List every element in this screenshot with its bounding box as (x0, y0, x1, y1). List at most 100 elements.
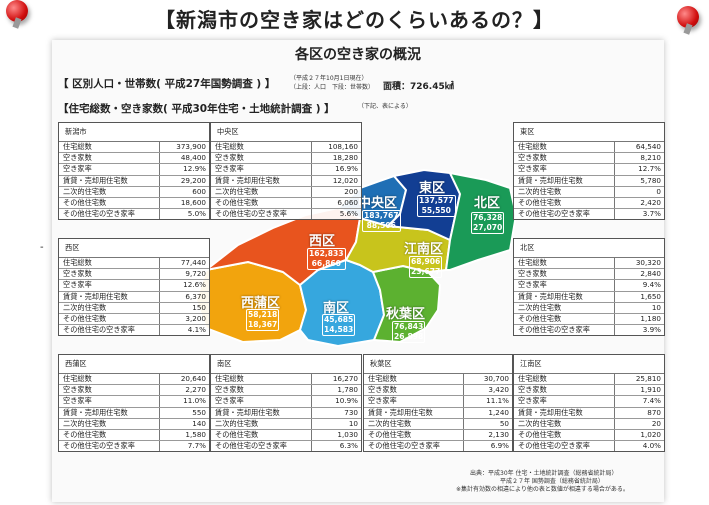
table-title: 江南区 (514, 355, 664, 374)
table-title: 東区 (514, 123, 664, 142)
ward-higashi (387, 169, 461, 241)
row-value: 1,020 (640, 429, 661, 439)
row-label: 空き家数 (518, 385, 547, 395)
row-value: 5.6% (339, 209, 358, 219)
row-label: 空き家数 (63, 385, 92, 395)
map-label-higashi: 東区 (419, 181, 446, 196)
table-row: 住宅総数 25,810 (514, 374, 664, 386)
table-row: その他住宅数 1,180 (514, 313, 664, 326)
map-figures-akiha: 76,843 26,898 (392, 321, 426, 343)
row-value: 50 (499, 418, 509, 428)
table-row: 二次的住宅数 50 (364, 418, 512, 430)
row-value: 10.9% (335, 396, 358, 406)
row-label: 空き家率 (63, 164, 92, 174)
row-value: 0 (656, 186, 661, 196)
row-value: 1,180 (640, 313, 661, 323)
table-row: 空き家率 12.6% (59, 280, 209, 292)
row-label: 住宅総数 (215, 374, 244, 383)
row-value: 29,200 (180, 175, 206, 185)
ward-map (195, 169, 517, 347)
table-row: その他住宅の空き家率 7.7% (59, 441, 209, 452)
row-value: 18,600 (180, 197, 206, 207)
table-row: その他住宅の空き家率 3.7% (514, 209, 664, 220)
table-title: 南区 (211, 355, 361, 374)
table-row: 二次的住宅数 0 (514, 186, 664, 198)
table-title: 秋葉区 (364, 355, 512, 374)
table-row: 賃貸・売却用住宅数 870 (514, 407, 664, 419)
map-figures-nishikan: 58,218 18,367 (246, 309, 280, 331)
row-value: 108,160 (328, 142, 358, 151)
row-label: その他住宅数 (518, 197, 562, 207)
row-label: 二次的住宅数 (518, 186, 562, 196)
map-figures-nishi: 162,833 66,860 (307, 248, 346, 270)
row-label: 賃貸・売却用住宅数 (63, 291, 128, 301)
row-value: 870 (647, 407, 661, 417)
table-row: 住宅総数 16,270 (211, 374, 361, 386)
row-label: 空き家数 (518, 269, 547, 279)
table-kita-ward: 北区 住宅総数 30,320 空き家数 2,840 空き家率 9.4% 賃貸・売却用住宅数 1,… (513, 238, 665, 337)
row-label: 空き家数 (368, 385, 397, 395)
row-value: 11.0% (183, 396, 206, 406)
row-label: その他住宅の空き家率 (518, 441, 590, 451)
row-value: 12,020 (332, 175, 358, 185)
row-label: その他住宅の空き家率 (518, 325, 590, 335)
table-row: その他住宅の空き家率 5.6% (211, 209, 361, 220)
population-heading: 【 区別人口・世帯数( 平成27年国勢調査 ) 】 (58, 78, 276, 90)
row-label: 住宅総数 (215, 142, 244, 151)
table-row: 空き家数 2,840 (514, 269, 664, 281)
table-row: 二次的住宅数 200 (211, 186, 361, 198)
table-row: 空き家率 16.9% (211, 164, 361, 176)
area-label: 面積：726.45㎢ (383, 82, 454, 92)
table-row: 空き家数 1,780 (211, 385, 361, 397)
row-value: 30,700 (483, 374, 509, 383)
population-note-legend: （上段：人口 下段：世帯数） (290, 84, 375, 91)
table-row: その他住宅の空き家率 4.0% (514, 441, 664, 452)
row-value: 1,780 (337, 385, 358, 395)
row-value: 12.9% (183, 164, 206, 174)
pushpin-icon (6, 0, 28, 22)
row-label: 住宅総数 (368, 374, 397, 383)
row-label: その他住宅の空き家率 (63, 441, 135, 451)
row-label: 住宅総数 (63, 258, 92, 267)
row-value: 2,840 (640, 269, 661, 279)
row-value: 12.6% (183, 280, 206, 290)
row-value: 6,370 (185, 291, 206, 301)
row-label: その他住宅の空き家率 (63, 209, 135, 219)
table-row: その他住宅の空き家率 5.0% (59, 209, 209, 220)
table-row: その他住宅の空き家率 3.9% (514, 325, 664, 336)
map-label-minami: 南区 (323, 301, 350, 316)
table-row: その他住宅数 1,020 (514, 429, 664, 442)
row-value: 3.9% (642, 325, 661, 335)
table-row: 賃貸・売却用住宅数 550 (59, 407, 209, 419)
table-chuo-ward: 中央区 住宅総数 108,160 空き家数 18,280 空き家率 16.9% 賃貸・売却用住… (210, 122, 362, 221)
row-label: 空き家率 (215, 396, 244, 406)
row-label: 空き家率 (63, 396, 92, 406)
pushpin-icon (677, 6, 699, 28)
housing-note: （下記、表による） (358, 103, 412, 110)
row-label: その他住宅数 (368, 429, 412, 439)
row-value: 9,720 (185, 269, 206, 279)
table-row: 賃貸・売却用住宅数 5,780 (514, 175, 664, 187)
table-row: 住宅総数 30,320 (514, 258, 664, 270)
table-title: 西蒲区 (59, 355, 209, 374)
row-label: その他住宅数 (63, 313, 107, 323)
table-row: 賃貸・売却用住宅数 6,370 (59, 291, 209, 303)
housing-heading: 【住宅総数・空き家数( 平成30年住宅・土地統計調査 ) 】 (58, 103, 335, 115)
row-value: 7.7% (187, 441, 206, 451)
row-value: 200 (344, 186, 358, 196)
row-label: その他住宅数 (63, 197, 107, 207)
map-label-nishi: 西区 (309, 234, 336, 249)
table-higashi-ward: 東区 住宅総数 64,540 空き家数 8,210 空き家率 12.7% 賃貸・売却用住宅数 5… (513, 122, 665, 221)
row-value: 1,910 (640, 385, 661, 395)
source-line: 平成２７年 国勢調査（総務省統計局） (500, 478, 604, 485)
table-minami-ward: 南区 住宅総数 16,270 空き家数 1,780 空き家率 10.9% 賃貸・売却用住宅数 7… (210, 354, 362, 453)
row-value: 77,440 (180, 258, 206, 267)
table-row: 二次的住宅数 140 (59, 418, 209, 430)
row-value: 12.7% (638, 164, 661, 174)
row-value: 10 (651, 302, 661, 312)
row-label: 住宅総数 (518, 374, 547, 383)
table-nishi-ward: 西区 住宅総数 77,440 空き家数 9,720 空き家率 12.6% 賃貸・売却用住宅数 6… (58, 238, 210, 337)
map-figures-konan: 68,906 23,677 (409, 256, 443, 278)
row-label: 賃貸・売却用住宅数 (63, 407, 128, 417)
table-title: 西区 (59, 239, 209, 258)
